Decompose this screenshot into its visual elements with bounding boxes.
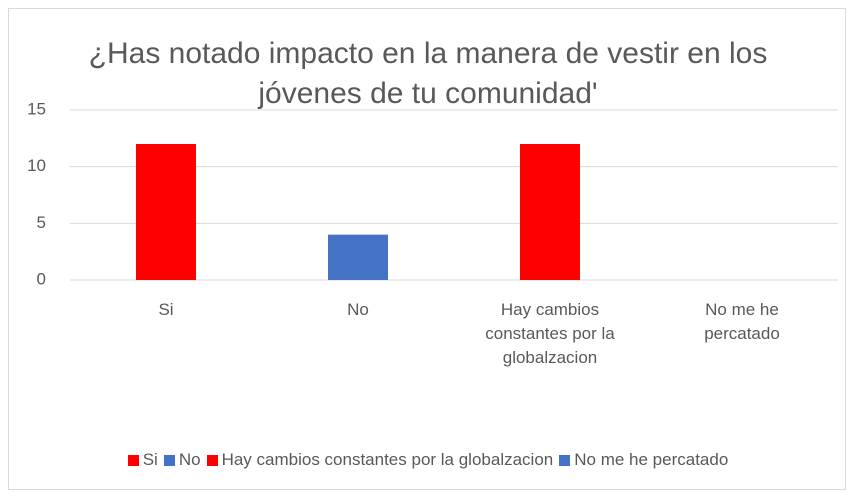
chart-frame: [8, 8, 846, 490]
legend-item: Si: [127, 450, 158, 470]
bar: [328, 234, 388, 280]
bar: [520, 144, 580, 280]
x-tick-label: Hay cambios constantes por la globalzaci…: [485, 300, 615, 367]
legend-item: No: [163, 450, 201, 470]
x-tick-label: No me he percatado: [704, 300, 780, 343]
y-tick-label: 10: [27, 156, 46, 175]
legend-item: Hay cambios constantes por la globalzaci…: [206, 450, 554, 470]
legend-label: Si: [142, 450, 158, 469]
y-tick-label: 15: [27, 99, 46, 118]
x-tick-label: No: [347, 300, 369, 319]
legend-swatch: [163, 454, 175, 466]
y-tick-label: 0: [37, 269, 46, 288]
legend-label: No: [178, 450, 201, 469]
bar: [136, 144, 196, 280]
x-tick-label: Si: [158, 300, 174, 319]
legend-swatch: [559, 454, 571, 466]
legend-label: Hay cambios constantes por la globalzaci…: [221, 450, 554, 469]
legend-label: No me he percatado: [574, 450, 729, 469]
legend-item: No me he percatado: [559, 450, 728, 470]
chart-title: ¿Has notado impacto en la manera de vest…: [88, 37, 768, 110]
legend: Si No Hay cambios constantes por la global…: [0, 450, 856, 470]
y-tick-label: 5: [37, 213, 46, 232]
legend-swatch: [206, 454, 218, 466]
legend-swatch: [127, 454, 139, 466]
